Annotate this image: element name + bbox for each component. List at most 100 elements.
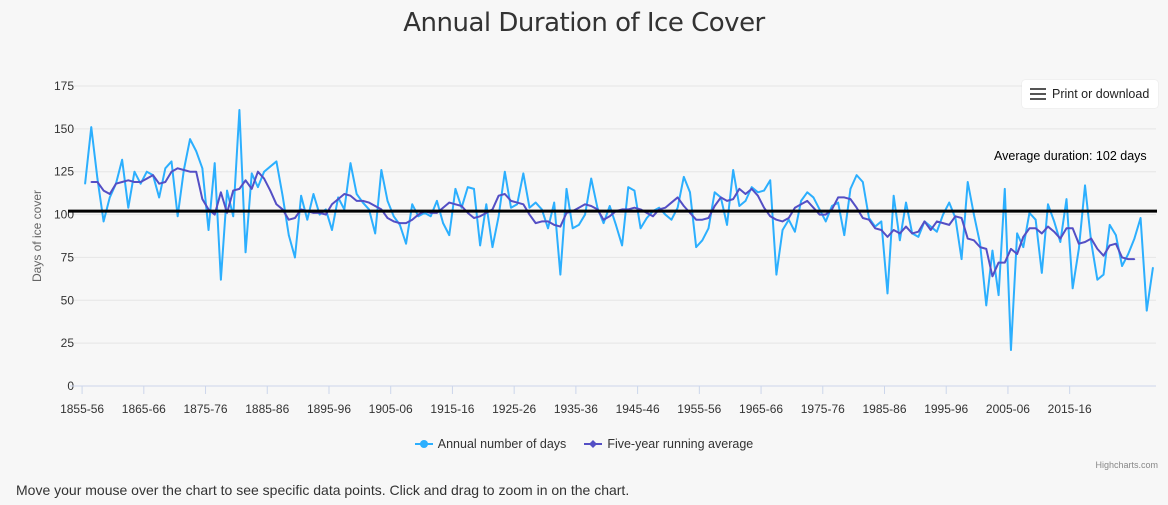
- chart-container[interactable]: 0 25 50 75 100 125 150 175 Days of ice cover 1855…: [0, 0, 1168, 480]
- annual-days-point: [695, 246, 697, 248]
- annual-days-point: [608, 205, 611, 207]
- annual-days-point: [232, 215, 235, 218]
- x-tick-label: 2005-06: [986, 402, 1030, 416]
- running-average-point: [152, 174, 154, 176]
- y-axis-title: Days of ice cover: [30, 190, 44, 282]
- annual-days-point: [683, 176, 685, 178]
- annual-days-point: [868, 217, 870, 219]
- running-average-point: [108, 193, 111, 195]
- running-average-point: [133, 181, 136, 183]
- x-tick-label: 1935-36: [554, 402, 598, 416]
- x-tick-label: 2015-16: [1048, 402, 1092, 416]
- annual-days-point: [189, 138, 191, 140]
- running-average-point: [232, 189, 235, 192]
- y-tick-label: 150: [54, 122, 74, 136]
- running-average-point: [726, 200, 728, 202]
- annual-days-point: [485, 203, 488, 206]
- running-average-point: [460, 205, 463, 207]
- running-average-point: [960, 217, 963, 219]
- export-menu-label: Print or download: [1052, 87, 1150, 101]
- annual-days-point: [1096, 278, 1099, 281]
- annual-days-point: [905, 201, 907, 204]
- legend-running-label: Five-year running average: [607, 437, 754, 451]
- annual-days-point: [578, 224, 580, 226]
- running-average-point: [164, 181, 167, 183]
- annual-days-point: [1022, 246, 1025, 248]
- running-average-point: [386, 217, 389, 219]
- running-average-point: [713, 205, 716, 207]
- annual-days-point: [448, 234, 451, 236]
- annual-days-point: [454, 188, 457, 190]
- running-average-point: [510, 200, 512, 202]
- legend-item-annual[interactable]: Annual number of days: [414, 437, 566, 451]
- footer-instructions: Move your mouse over the chart to see sp…: [16, 482, 630, 498]
- annual-days-point: [491, 246, 494, 248]
- export-menu-button[interactable]: Print or download: [1022, 80, 1158, 108]
- running-average-point: [534, 222, 537, 224]
- running-average-point: [1102, 254, 1105, 257]
- running-average-point: [1028, 227, 1031, 230]
- running-average-point: [880, 229, 883, 231]
- x-tick-label: 1855-56: [60, 402, 104, 416]
- annual-days-point: [707, 227, 710, 230]
- running-average-point: [287, 218, 290, 221]
- annual-days-point: [522, 172, 525, 175]
- running-average-point: [238, 188, 241, 190]
- annual-days-point: [213, 162, 216, 164]
- annual-days-point: [985, 304, 988, 307]
- x-tick-label: 1975-76: [801, 402, 845, 416]
- running-average-point: [1071, 227, 1074, 230]
- annual-days-point: [960, 258, 963, 260]
- running-average-point: [183, 169, 185, 171]
- running-average-point: [195, 170, 197, 173]
- running-average-point: [522, 203, 525, 206]
- running-average-point: [707, 217, 710, 219]
- annual-days-point: [1139, 217, 1142, 219]
- annual-days-point: [639, 227, 642, 230]
- annual-days-point: [1053, 220, 1055, 223]
- running-average-point: [886, 236, 889, 238]
- x-tick-label: 1925-26: [492, 402, 536, 416]
- legend-item-running-average[interactable]: Five-year running average: [584, 437, 753, 451]
- running-average-point: [1053, 230, 1055, 233]
- annual-days-point: [1003, 188, 1006, 190]
- annual-days-point: [645, 217, 648, 219]
- running-average-point: [899, 232, 901, 235]
- credits-link[interactable]: Highcharts.com: [1095, 460, 1158, 470]
- running-average-point: [1003, 261, 1006, 264]
- annual-days-point: [121, 158, 123, 161]
- legend-annual-marker-icon: [414, 440, 433, 448]
- running-average-point: [1022, 236, 1025, 238]
- running-average-point: [392, 220, 395, 223]
- running-average-point: [121, 181, 123, 183]
- running-average-point: [559, 225, 562, 228]
- annual-days-point: [590, 177, 593, 180]
- running-average-point: [102, 189, 105, 192]
- running-average-point: [683, 205, 685, 207]
- running-average-point: [750, 188, 753, 190]
- annual-days-point: [473, 188, 475, 190]
- running-average-point: [497, 194, 500, 197]
- annual-days-point: [794, 230, 796, 233]
- running-average-point: [979, 246, 981, 248]
- annual-days-point: [195, 150, 197, 152]
- annual-days-point: [701, 239, 704, 242]
- running-average-point: [997, 261, 1000, 264]
- annual-days-point: [837, 201, 839, 204]
- running-average-point: [1065, 227, 1068, 230]
- running-average-point: [1059, 237, 1062, 240]
- annual-days-point: [559, 273, 562, 276]
- annual-days-point: [627, 186, 630, 188]
- running-average-point: [473, 217, 475, 219]
- x-tick-label: 1875-76: [184, 402, 228, 416]
- annual-days-point: [207, 229, 210, 231]
- running-average-point: [602, 218, 605, 221]
- running-average-point: [1108, 244, 1111, 247]
- annual-days-point: [689, 191, 691, 194]
- running-average-point: [905, 225, 907, 228]
- annual-days-point: [775, 273, 778, 276]
- chart-title: Annual Duration of Ice Cover: [403, 8, 765, 38]
- annual-days-point: [1059, 241, 1062, 243]
- running-average-point: [553, 224, 555, 226]
